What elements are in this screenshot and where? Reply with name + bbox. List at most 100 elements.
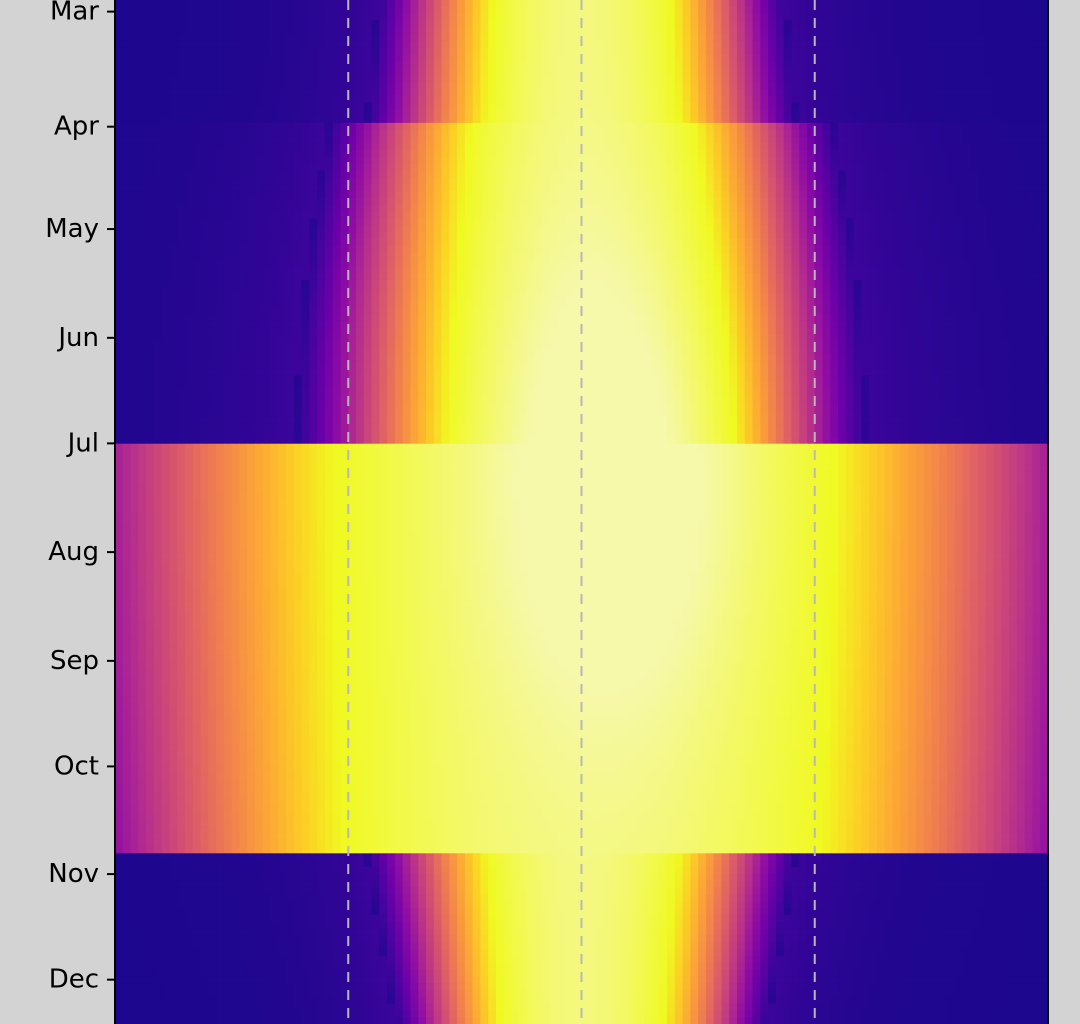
heatmap-cell — [908, 218, 917, 226]
heatmap-cell — [495, 40, 505, 49]
heatmap-cell — [744, 245, 754, 254]
heatmap-cell — [768, 197, 777, 206]
heatmap-cell — [418, 47, 427, 56]
heatmap-cell — [737, 266, 746, 274]
heatmap-cell — [231, 13, 241, 22]
heatmap-cell — [931, 129, 940, 138]
heatmap-cell — [923, 218, 932, 226]
heatmap-cell — [356, 279, 365, 288]
heatmap-cell — [115, 40, 124, 49]
heatmap-cell — [480, 20, 489, 28]
heatmap-cell — [589, 95, 598, 103]
heatmap-cell — [184, 0, 194, 8]
heatmap-cell — [410, 163, 419, 172]
heatmap-cell — [838, 122, 847, 131]
heatmap-cell — [138, 197, 147, 206]
heatmap-cell — [814, 109, 824, 117]
heatmap-cell — [783, 95, 793, 103]
heatmap-cell — [371, 75, 380, 83]
heatmap-cell — [760, 170, 769, 179]
heatmap-cell — [721, 225, 730, 233]
heatmap-cell — [542, 81, 552, 90]
heatmap-cell — [667, 27, 676, 35]
heatmap-cell — [177, 68, 186, 76]
heatmap-cell — [876, 95, 886, 103]
heatmap-cell — [464, 177, 474, 185]
heatmap-cell — [845, 150, 855, 158]
heatmap-cell — [721, 13, 730, 22]
heatmap-cell — [192, 40, 202, 49]
heatmap-cell — [783, 252, 793, 261]
heatmap-cell — [635, 6, 645, 15]
heatmap-cell — [597, 273, 606, 281]
heatmap-cell — [713, 177, 723, 185]
heatmap-cell — [791, 170, 800, 179]
heatmap-cell — [262, 81, 272, 90]
heatmap-cell — [332, 143, 342, 151]
heatmap-cell — [690, 225, 699, 233]
heatmap-cell — [122, 34, 132, 42]
heatmap-cell — [861, 81, 870, 90]
heatmap-cell — [184, 81, 194, 90]
heatmap-cell — [247, 238, 256, 247]
heatmap-cell — [332, 163, 342, 172]
heatmap-cell — [239, 27, 248, 35]
heatmap-cell — [542, 20, 552, 28]
heatmap-cell — [511, 13, 520, 22]
heatmap-cell — [939, 218, 948, 226]
heatmap-cell — [838, 6, 847, 15]
heatmap-cell — [853, 184, 863, 192]
heatmap-cell — [581, 102, 590, 110]
heatmap-cell — [278, 20, 287, 28]
heatmap-cell — [115, 20, 124, 28]
heatmap-cell — [542, 279, 552, 288]
heatmap-cell — [775, 218, 785, 226]
heatmap-cell — [643, 20, 653, 28]
heatmap-cell — [278, 211, 287, 220]
heatmap-cell — [682, 211, 691, 220]
heatmap-cell — [783, 0, 793, 8]
heatmap-cell — [153, 47, 163, 56]
heatmap-cell — [472, 259, 482, 267]
heatmap-cell — [635, 54, 645, 63]
heatmap-cell — [1016, 245, 1026, 254]
heatmap-cell — [573, 259, 583, 267]
heatmap-cell — [752, 0, 761, 8]
heatmap-cell — [130, 177, 139, 185]
heatmap-cell — [581, 177, 590, 185]
heatmap-cell — [620, 75, 629, 83]
heatmap-cell — [441, 109, 450, 117]
heatmap-cell — [721, 252, 730, 261]
heatmap-cell — [231, 122, 241, 131]
heatmap-cell — [690, 61, 699, 69]
heatmap-cell — [1016, 102, 1026, 110]
heatmap-cell — [138, 68, 147, 76]
heatmap-cell — [1040, 116, 1048, 124]
heatmap-cell — [830, 13, 839, 22]
heatmap-cell — [1009, 150, 1018, 158]
heatmap-cell — [278, 34, 287, 42]
heatmap-cell — [247, 211, 256, 220]
heatmap-cell — [286, 225, 295, 233]
heatmap-cell — [519, 143, 528, 151]
heatmap-cell — [534, 163, 544, 172]
heatmap-cell — [884, 211, 894, 220]
heatmap-cell — [394, 252, 404, 261]
heatmap-cell — [519, 197, 528, 206]
heatmap-cell — [565, 184, 575, 192]
heatmap-cell — [612, 47, 621, 56]
heatmap-cell — [371, 225, 380, 233]
heatmap-cell — [806, 81, 816, 90]
heatmap-cell — [550, 122, 559, 131]
heatmap-cell — [565, 40, 575, 49]
heatmap-cell — [503, 40, 513, 49]
heatmap-cell — [581, 225, 590, 233]
heatmap-cell — [674, 54, 684, 63]
heatmap-cell — [729, 184, 738, 192]
heatmap-cell — [659, 184, 668, 192]
heatmap-cell — [332, 13, 342, 22]
heatmap-cell — [309, 102, 318, 110]
heatmap-cell — [612, 218, 621, 226]
heatmap-cell — [985, 225, 995, 233]
heatmap-cell — [604, 170, 614, 179]
